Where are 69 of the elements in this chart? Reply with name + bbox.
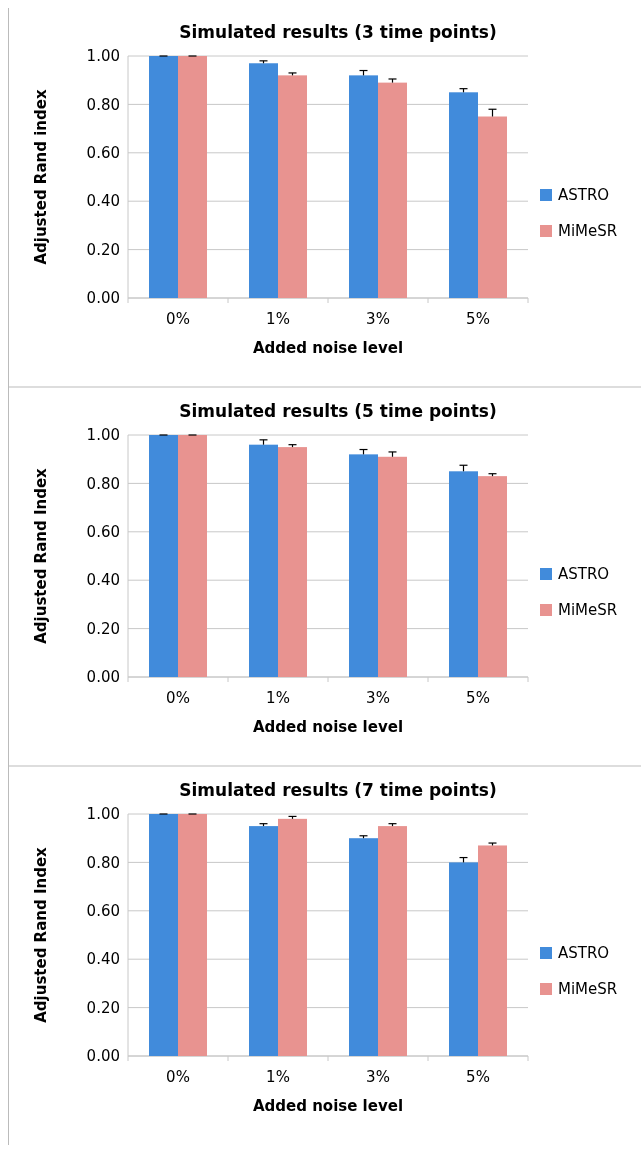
chart-title: Simulated results (7 time points) <box>179 780 497 800</box>
bar <box>478 476 507 677</box>
legend-label: ASTRO <box>558 186 610 204</box>
y-tick-label: 0.80 <box>86 95 120 114</box>
bar <box>378 82 407 298</box>
legend-label: MiMeSR <box>558 980 618 998</box>
legend-label: ASTRO <box>558 565 610 583</box>
y-tick-label: 0.20 <box>86 998 120 1017</box>
x-tick-label: 5% <box>466 310 490 328</box>
y-tick-label: 0.80 <box>86 853 120 872</box>
chart-title: Simulated results (3 time points) <box>179 22 497 42</box>
y-tick-label: 0.40 <box>86 950 120 969</box>
y-tick-label: 0.00 <box>86 668 120 687</box>
x-axis-title: Added noise level <box>252 718 404 736</box>
bar <box>278 75 307 298</box>
y-tick-label: 1.00 <box>86 805 120 824</box>
y-tick-label: 0.60 <box>86 523 120 542</box>
x-tick-label: 1% <box>266 1068 290 1086</box>
y-tick-label: 0.20 <box>86 240 120 259</box>
x-tick-label: 0% <box>166 689 190 707</box>
x-tick-label: 5% <box>466 689 490 707</box>
bar <box>178 435 207 677</box>
bar <box>478 845 507 1056</box>
legend-label: ASTRO <box>558 944 610 962</box>
legend-label: MiMeSR <box>558 601 618 619</box>
x-tick-label: 0% <box>166 1068 190 1086</box>
bar <box>249 826 278 1056</box>
y-tick-label: 0.60 <box>86 144 120 163</box>
x-tick-label: 1% <box>266 689 290 707</box>
bar <box>149 435 178 677</box>
y-tick-label: 0.00 <box>86 1047 120 1066</box>
bar <box>178 56 207 298</box>
y-tick-label: 0.60 <box>86 902 120 921</box>
x-tick-label: 1% <box>266 310 290 328</box>
bar <box>349 75 378 298</box>
legend-label: MiMeSR <box>558 222 618 240</box>
bar <box>349 454 378 677</box>
x-tick-label: 0% <box>166 310 190 328</box>
bar <box>378 456 407 677</box>
y-tick-label: 0.40 <box>86 571 120 590</box>
x-axis-title: Added noise level <box>252 339 404 357</box>
x-axis-title: Added noise level <box>252 1097 404 1115</box>
y-axis-title: Adjusted Rand Index <box>32 467 50 644</box>
bar <box>478 116 507 298</box>
bar <box>149 56 178 298</box>
y-tick-label: 1.00 <box>86 426 120 445</box>
bar <box>378 826 407 1056</box>
bar <box>449 862 478 1056</box>
y-tick-label: 0.80 <box>86 474 120 493</box>
y-axis-title: Adjusted Rand index <box>32 89 50 265</box>
x-tick-label: 3% <box>366 310 390 328</box>
y-tick-label: 0.00 <box>86 289 120 308</box>
bar <box>278 818 307 1056</box>
bar <box>149 814 178 1056</box>
bar <box>449 471 478 677</box>
bar <box>349 838 378 1056</box>
x-tick-label: 3% <box>366 689 390 707</box>
bar <box>278 447 307 677</box>
bar <box>449 92 478 298</box>
bar <box>249 63 278 298</box>
y-tick-label: 0.20 <box>86 619 120 638</box>
y-tick-label: 0.40 <box>86 192 120 211</box>
y-axis-title: Adjusted Rand Index <box>32 846 50 1023</box>
bar <box>249 444 278 677</box>
y-tick-label: 1.00 <box>86 47 120 66</box>
x-tick-label: 5% <box>466 1068 490 1086</box>
bar <box>178 814 207 1056</box>
chart-title: Simulated results (5 time points) <box>179 401 497 421</box>
x-tick-label: 3% <box>366 1068 390 1086</box>
